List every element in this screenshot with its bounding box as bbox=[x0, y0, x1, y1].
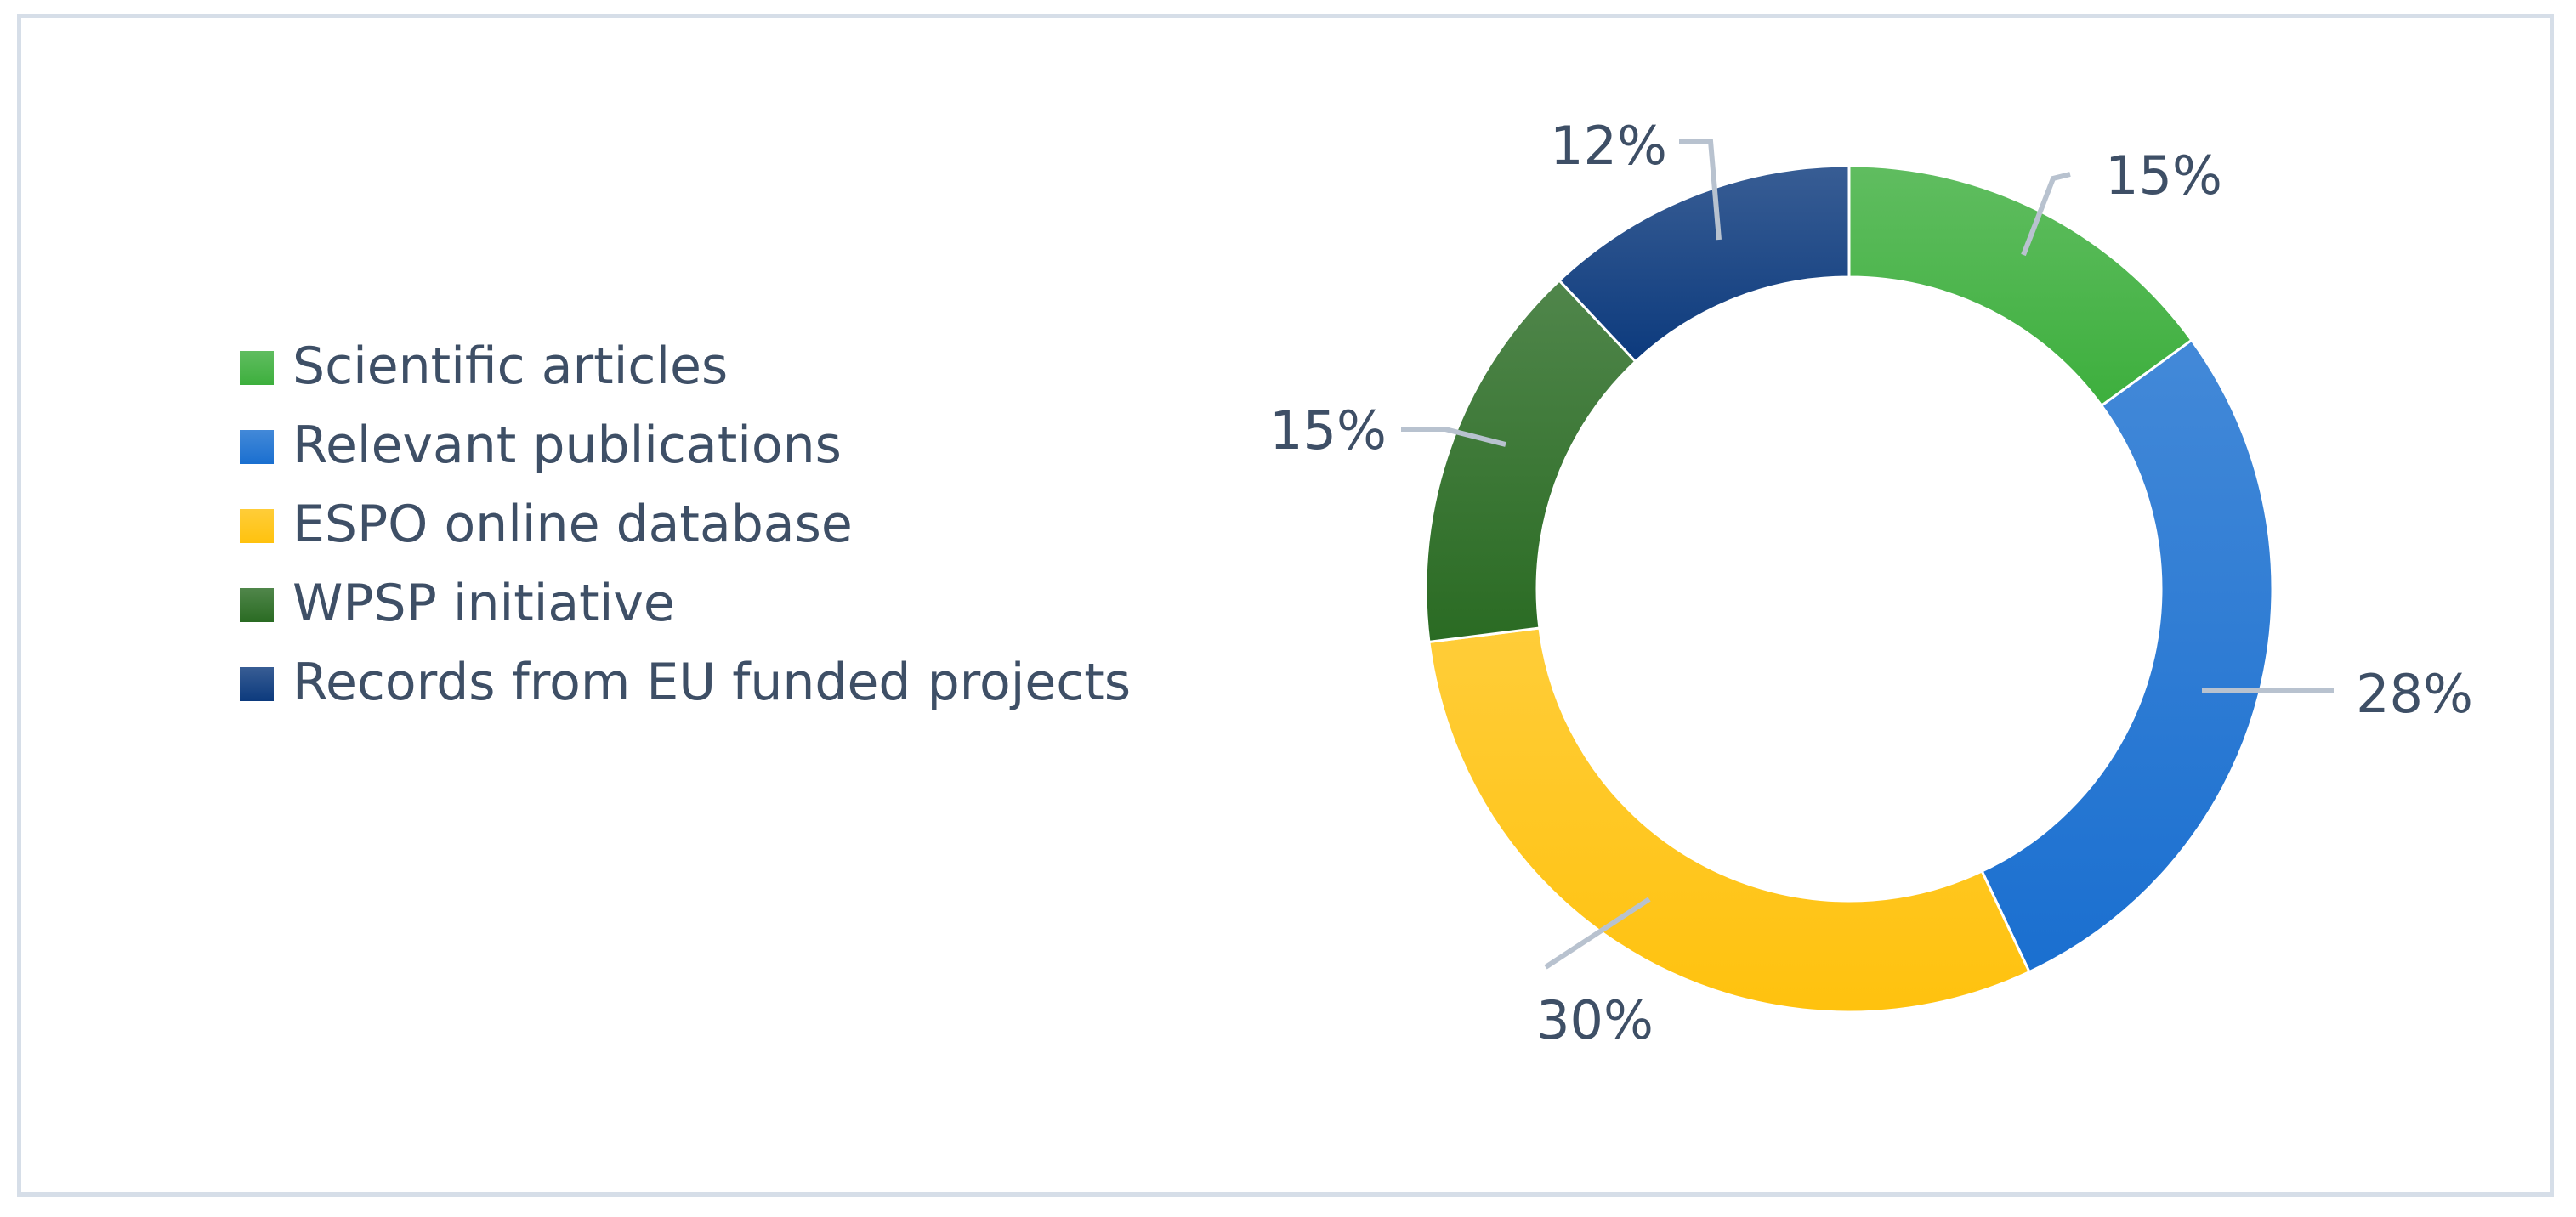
legend-label-espo-online-database: ESPO online database bbox=[292, 495, 853, 554]
slice-relevant-publications bbox=[1980, 338, 2274, 974]
legend-swatch-records-from-eu-funded-projects bbox=[240, 667, 274, 701]
legend-label-relevant-publications: Relevant publications bbox=[292, 416, 842, 475]
legend-item-records-from-eu-funded-projects: Records from EU funded projects bbox=[240, 653, 1131, 712]
data-label-scientific-articles: 15% bbox=[2105, 144, 2222, 207]
leader-line-espo-online-database bbox=[1544, 897, 1651, 970]
legend-swatch-scientific-articles bbox=[240, 351, 274, 385]
leader-line-wpsp-initiative bbox=[1401, 427, 1506, 447]
data-label-espo-online-database: 30% bbox=[1536, 989, 1654, 1051]
slice-records-from-eu-funded-projects bbox=[1557, 164, 1851, 364]
legend-item-wpsp-initiative: WPSP initiative bbox=[240, 574, 675, 633]
legend-label-records-from-eu-funded-projects: Records from EU funded projects bbox=[292, 653, 1131, 712]
legend-label-scientific-articles: Scientific articles bbox=[292, 337, 728, 396]
slice-espo-online-database bbox=[1427, 626, 2032, 1014]
leader-line-scientific-articles bbox=[2021, 172, 2071, 257]
doughnut-slices bbox=[1424, 164, 2274, 1014]
leader-lines bbox=[1401, 139, 2334, 970]
leader-line-records-from-eu-funded-projects bbox=[1679, 139, 1722, 241]
slice-wpsp-initiative bbox=[1424, 278, 1637, 644]
legend-label-wpsp-initiative: WPSP initiative bbox=[292, 574, 675, 633]
chart-frame bbox=[17, 14, 2554, 1197]
legend-swatch-espo-online-database bbox=[240, 509, 274, 543]
legend-swatch-relevant-publications bbox=[240, 430, 274, 464]
legend: Scientific articles Relevant publications… bbox=[240, 337, 1131, 712]
data-label-wpsp-initiative: 15% bbox=[1269, 399, 1387, 461]
legend-item-espo-online-database: ESPO online database bbox=[240, 495, 853, 554]
data-label-records-from-eu-funded-projects: 12% bbox=[1550, 115, 1667, 177]
legend-item-scientific-articles: Scientific articles bbox=[240, 337, 728, 396]
data-label-relevant-publications: 28% bbox=[2356, 663, 2473, 725]
data-labels: 15% 28% 30% 15% 12% bbox=[1269, 115, 2473, 1051]
legend-swatch-wpsp-initiative bbox=[240, 588, 274, 622]
legend-item-relevant-publications: Relevant publications bbox=[240, 416, 842, 475]
